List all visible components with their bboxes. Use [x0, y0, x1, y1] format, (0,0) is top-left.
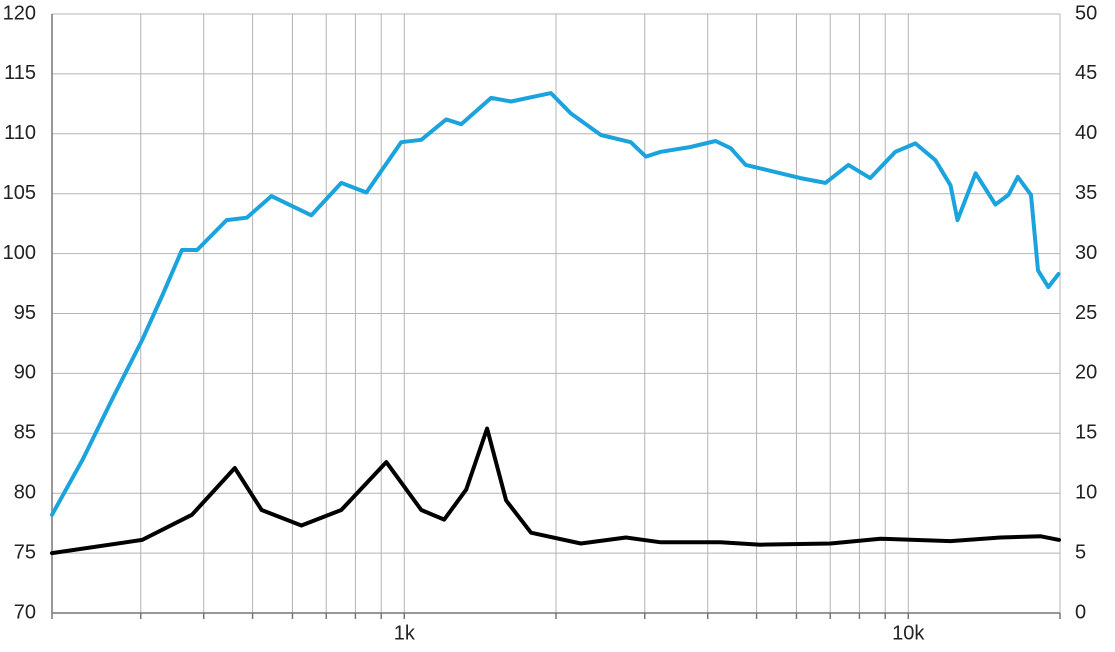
y2-tick-label: 40: [1075, 122, 1097, 144]
y2-tick-label: 0: [1075, 601, 1086, 623]
y-tick-label: 95: [14, 302, 36, 324]
y-tick-label: 120: [3, 2, 36, 24]
y-tick-label: 70: [14, 601, 36, 623]
y2-tick-label: 20: [1075, 362, 1097, 384]
y-tick-label: 110: [4, 122, 36, 144]
y2-tick-label: 15: [1075, 422, 1097, 444]
y-tick-label: 115: [4, 62, 36, 84]
y2-tick-label: 35: [1075, 182, 1097, 204]
y-tick-label: 90: [14, 362, 36, 384]
y2-tick-label: 30: [1075, 242, 1097, 264]
y2-tick-label: 50: [1075, 2, 1097, 24]
y2-tick-label: 45: [1075, 62, 1097, 84]
x-tick-label: 10k: [892, 622, 925, 644]
y-tick-label: 80: [14, 481, 36, 503]
x-tick-label: 1k: [394, 622, 416, 644]
y-tick-label: 85: [14, 422, 36, 444]
y2-tick-label: 25: [1075, 302, 1097, 324]
series-line: [50, 426, 1061, 556]
y-tick-label: 75: [14, 541, 36, 563]
y2-tick-label: 10: [1075, 481, 1097, 503]
y-tick-label: 105: [3, 182, 36, 204]
y-tick-label: 100: [3, 242, 36, 264]
series-line: [50, 91, 1061, 517]
y2-tick-label: 5: [1075, 541, 1086, 563]
